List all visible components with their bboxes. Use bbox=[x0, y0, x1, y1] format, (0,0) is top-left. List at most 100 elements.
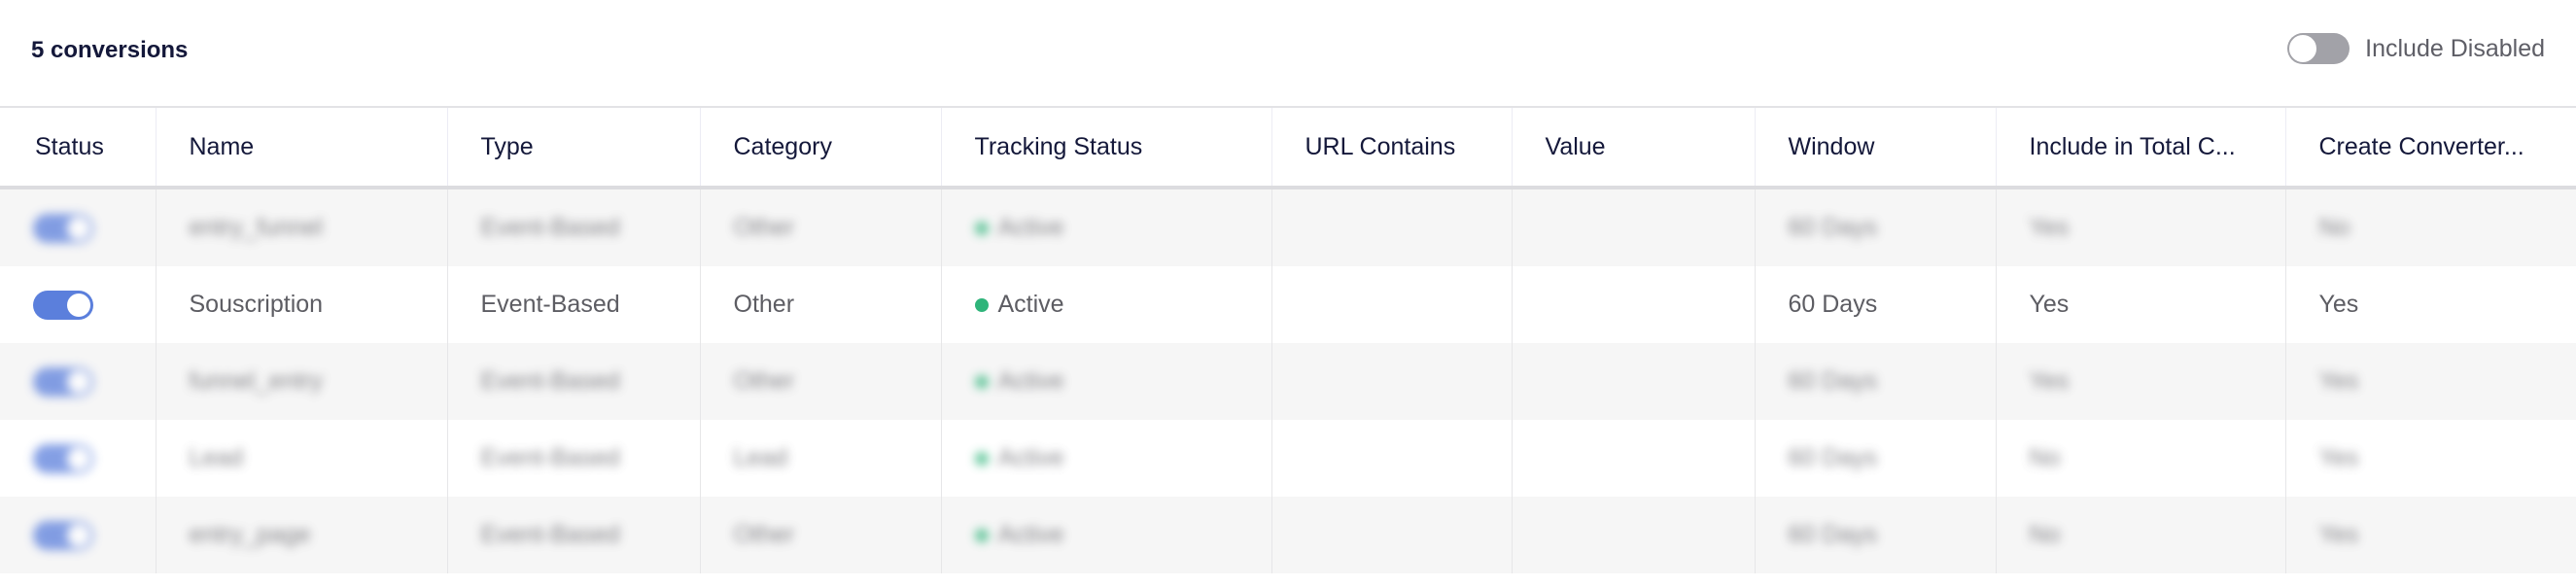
category-text: Other bbox=[733, 367, 795, 395]
column-header-category[interactable]: Category bbox=[700, 108, 942, 190]
category-text: Other bbox=[733, 214, 795, 241]
status-toggle[interactable] bbox=[33, 520, 93, 550]
active-status-dot-icon bbox=[974, 298, 989, 313]
tracking-cell: Active bbox=[941, 420, 1272, 497]
create-converter-text: Yes bbox=[2318, 367, 2359, 395]
window-cell: 60 Days bbox=[1755, 343, 1997, 420]
include-total-value: Yes bbox=[2030, 214, 2070, 241]
tracking-value: Active bbox=[974, 521, 1064, 548]
create-converter-cell: No bbox=[2285, 188, 2576, 266]
status-toggle[interactable] bbox=[33, 443, 93, 473]
type-value: Event-Based bbox=[481, 444, 620, 471]
window-text: 60 Days bbox=[1788, 444, 1878, 471]
table-row[interactable]: entry_page Event-Based Other Active 60 Days N… bbox=[0, 497, 2576, 573]
status-toggle[interactable] bbox=[33, 213, 93, 243]
url-cell bbox=[1271, 497, 1513, 573]
tracking-cell: Active bbox=[941, 266, 1272, 343]
window-cell: 60 Days bbox=[1755, 188, 1997, 266]
active-status-dot-icon bbox=[974, 529, 989, 543]
include-total-text: Yes bbox=[2029, 367, 2070, 395]
active-status-dot-icon bbox=[974, 452, 989, 466]
name-text: Souscription bbox=[189, 291, 324, 318]
column-header-tracking-status[interactable]: Tracking Status bbox=[941, 108, 1272, 190]
name-text: entry_funnel bbox=[189, 214, 324, 241]
category-cell: Other bbox=[700, 188, 942, 266]
type-text: Event-Based bbox=[480, 291, 620, 318]
name-text: Lead bbox=[189, 444, 244, 471]
name-value: Souscription bbox=[190, 291, 324, 318]
value-cell bbox=[1512, 188, 1756, 266]
include-total-cell: No bbox=[1996, 497, 2286, 573]
status-cell bbox=[0, 266, 157, 343]
create-converter-value: Yes bbox=[2319, 444, 2359, 471]
column-header-url-contains[interactable]: URL Contains bbox=[1271, 108, 1513, 190]
table-toolbar: 5 conversions Include Disabled bbox=[0, 0, 2576, 108]
tracking-cell: Active bbox=[941, 497, 1272, 573]
conversions-table: Status Name Type Category Tracking Status URL… bbox=[0, 108, 2576, 573]
table-row[interactable]: Lead Event-Based Lead Active 60 Days No Yes bbox=[0, 420, 2576, 497]
tracking-text: Active bbox=[997, 521, 1064, 548]
column-header-type[interactable]: Type bbox=[447, 108, 701, 190]
url-cell bbox=[1271, 420, 1513, 497]
create-converter-text: Yes bbox=[2318, 291, 2359, 318]
status-cell bbox=[0, 420, 157, 497]
window-text: 60 Days bbox=[1788, 521, 1878, 548]
tracking-text: Active bbox=[997, 367, 1064, 395]
column-header-create-converter[interactable]: Create Converter... bbox=[2285, 108, 2576, 190]
active-status-dot-icon bbox=[974, 375, 989, 390]
window-cell: 60 Days bbox=[1755, 497, 1997, 573]
name-value: Lead bbox=[190, 444, 244, 471]
name-text: funnel_entry bbox=[189, 367, 324, 395]
table-row[interactable]: Souscription Event-Based Other Active 60 Day… bbox=[0, 266, 2576, 343]
type-value: Event-Based bbox=[481, 521, 620, 548]
value-cell bbox=[1512, 420, 1756, 497]
status-toggle[interactable] bbox=[33, 290, 93, 320]
include-total-cell: Yes bbox=[1996, 343, 2286, 420]
name-value: entry_page bbox=[190, 521, 311, 548]
value-cell bbox=[1512, 343, 1756, 420]
type-cell: Event-Based bbox=[447, 188, 701, 266]
create-converter-cell: Yes bbox=[2285, 343, 2576, 420]
type-cell: Event-Based bbox=[447, 266, 701, 343]
table-row[interactable]: entry_funnel Event-Based Other Active 60 Day… bbox=[0, 188, 2576, 266]
create-converter-cell: Yes bbox=[2285, 266, 2576, 343]
include-total-text: Yes bbox=[2029, 291, 2070, 318]
tracking-value: Active bbox=[974, 291, 1064, 318]
type-text: Event-Based bbox=[480, 444, 620, 471]
status-toggle[interactable] bbox=[33, 366, 93, 397]
include-disabled-toggle[interactable] bbox=[2287, 33, 2350, 64]
include-total-text: Yes bbox=[2029, 214, 2070, 241]
name-value: funnel_entry bbox=[190, 367, 324, 395]
window-cell: 60 Days bbox=[1755, 420, 1997, 497]
create-converter-cell: Yes bbox=[2285, 497, 2576, 573]
name-value: entry_funnel bbox=[190, 214, 324, 241]
tracking-cell: Active bbox=[941, 188, 1272, 266]
create-converter-text: Yes bbox=[2318, 521, 2359, 548]
category-value: Other bbox=[734, 214, 795, 241]
name-cell: entry_funnel bbox=[156, 188, 448, 266]
tracking-cell: Active bbox=[941, 343, 1272, 420]
column-header-window[interactable]: Window bbox=[1755, 108, 1997, 190]
include-total-cell: Yes bbox=[1996, 266, 2286, 343]
column-header-value[interactable]: Value bbox=[1512, 108, 1756, 190]
category-value: Other bbox=[734, 521, 795, 548]
type-text: Event-Based bbox=[480, 521, 620, 548]
window-value: 60 Days bbox=[1789, 367, 1878, 395]
window-text: 60 Days bbox=[1788, 291, 1878, 318]
table-row[interactable]: funnel_entry Event-Based Other Active 60 Day… bbox=[0, 343, 2576, 420]
type-value: Event-Based bbox=[481, 214, 620, 241]
column-header-status[interactable]: Status bbox=[0, 108, 157, 190]
create-converter-cell: Yes bbox=[2285, 420, 2576, 497]
column-header-include-in-total-c[interactable]: Include in Total C... bbox=[1996, 108, 2286, 190]
type-text: Event-Based bbox=[480, 214, 620, 241]
include-disabled-toggle-group[interactable]: Include Disabled bbox=[2287, 33, 2545, 64]
type-value: Event-Based bbox=[481, 291, 620, 318]
column-header-name[interactable]: Name bbox=[156, 108, 448, 190]
status-cell bbox=[0, 497, 157, 573]
category-cell: Other bbox=[700, 266, 942, 343]
include-disabled-label: Include Disabled bbox=[2365, 34, 2545, 62]
create-converter-value: Yes bbox=[2319, 367, 2359, 395]
category-cell: Lead bbox=[700, 420, 942, 497]
create-converter-text: No bbox=[2318, 214, 2350, 241]
include-total-text: No bbox=[2029, 521, 2061, 548]
